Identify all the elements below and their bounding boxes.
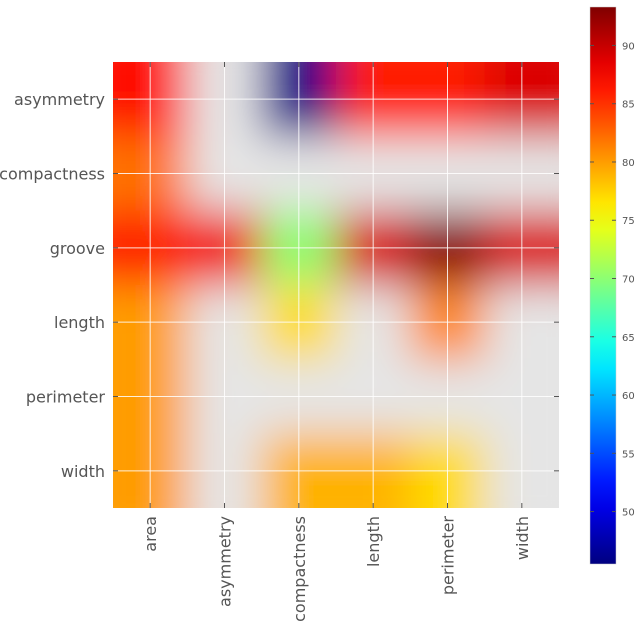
y-axis: asymmetry compactness groove length perimete… xyxy=(0,90,559,481)
x-axis: area asymmetry compactness length perimeter w… xyxy=(141,62,532,622)
x-tick-label: length xyxy=(364,516,383,567)
y-tick-label: asymmetry xyxy=(14,90,105,109)
heatmap-cell xyxy=(484,62,559,137)
colorbar-gradient xyxy=(590,7,616,564)
colorbar-frame xyxy=(589,6,617,565)
colorbar-tick-label: 75 xyxy=(622,216,635,227)
colorbar: 50 55 60 65 70 75 80 85 90 xyxy=(589,6,635,565)
y-tick-label: groove xyxy=(50,239,105,258)
colorbar-tick-label: 70 xyxy=(622,275,635,286)
colorbar-tick-label: 65 xyxy=(622,333,635,344)
x-tick-label: width xyxy=(513,516,532,560)
x-tick-label: area xyxy=(141,516,160,552)
x-tick-label: perimeter xyxy=(439,516,458,596)
y-tick-label: perimeter xyxy=(26,388,106,407)
colorbar-tick-label: 80 xyxy=(622,158,635,169)
heatmap-cell xyxy=(484,433,559,508)
heatmap-cell xyxy=(113,433,188,508)
heatmap-cells xyxy=(113,62,559,508)
grid-lines xyxy=(113,62,559,508)
colorbar-tick-label: 90 xyxy=(622,41,635,52)
x-tick-label: asymmetry xyxy=(216,516,235,607)
colorbar-tick-label: 55 xyxy=(622,449,635,460)
y-tick-label: compactness xyxy=(0,165,105,184)
y-tick-label: length xyxy=(54,313,105,332)
colorbar-tick-label: 85 xyxy=(622,100,635,111)
heatmap-cell xyxy=(113,62,188,137)
plot-area xyxy=(113,62,559,508)
colorbar-tick-label: 60 xyxy=(622,391,635,402)
y-tick-label: width xyxy=(61,462,105,481)
x-tick-label: compactness xyxy=(290,516,309,622)
colorbar-tick-label: 50 xyxy=(622,508,635,519)
